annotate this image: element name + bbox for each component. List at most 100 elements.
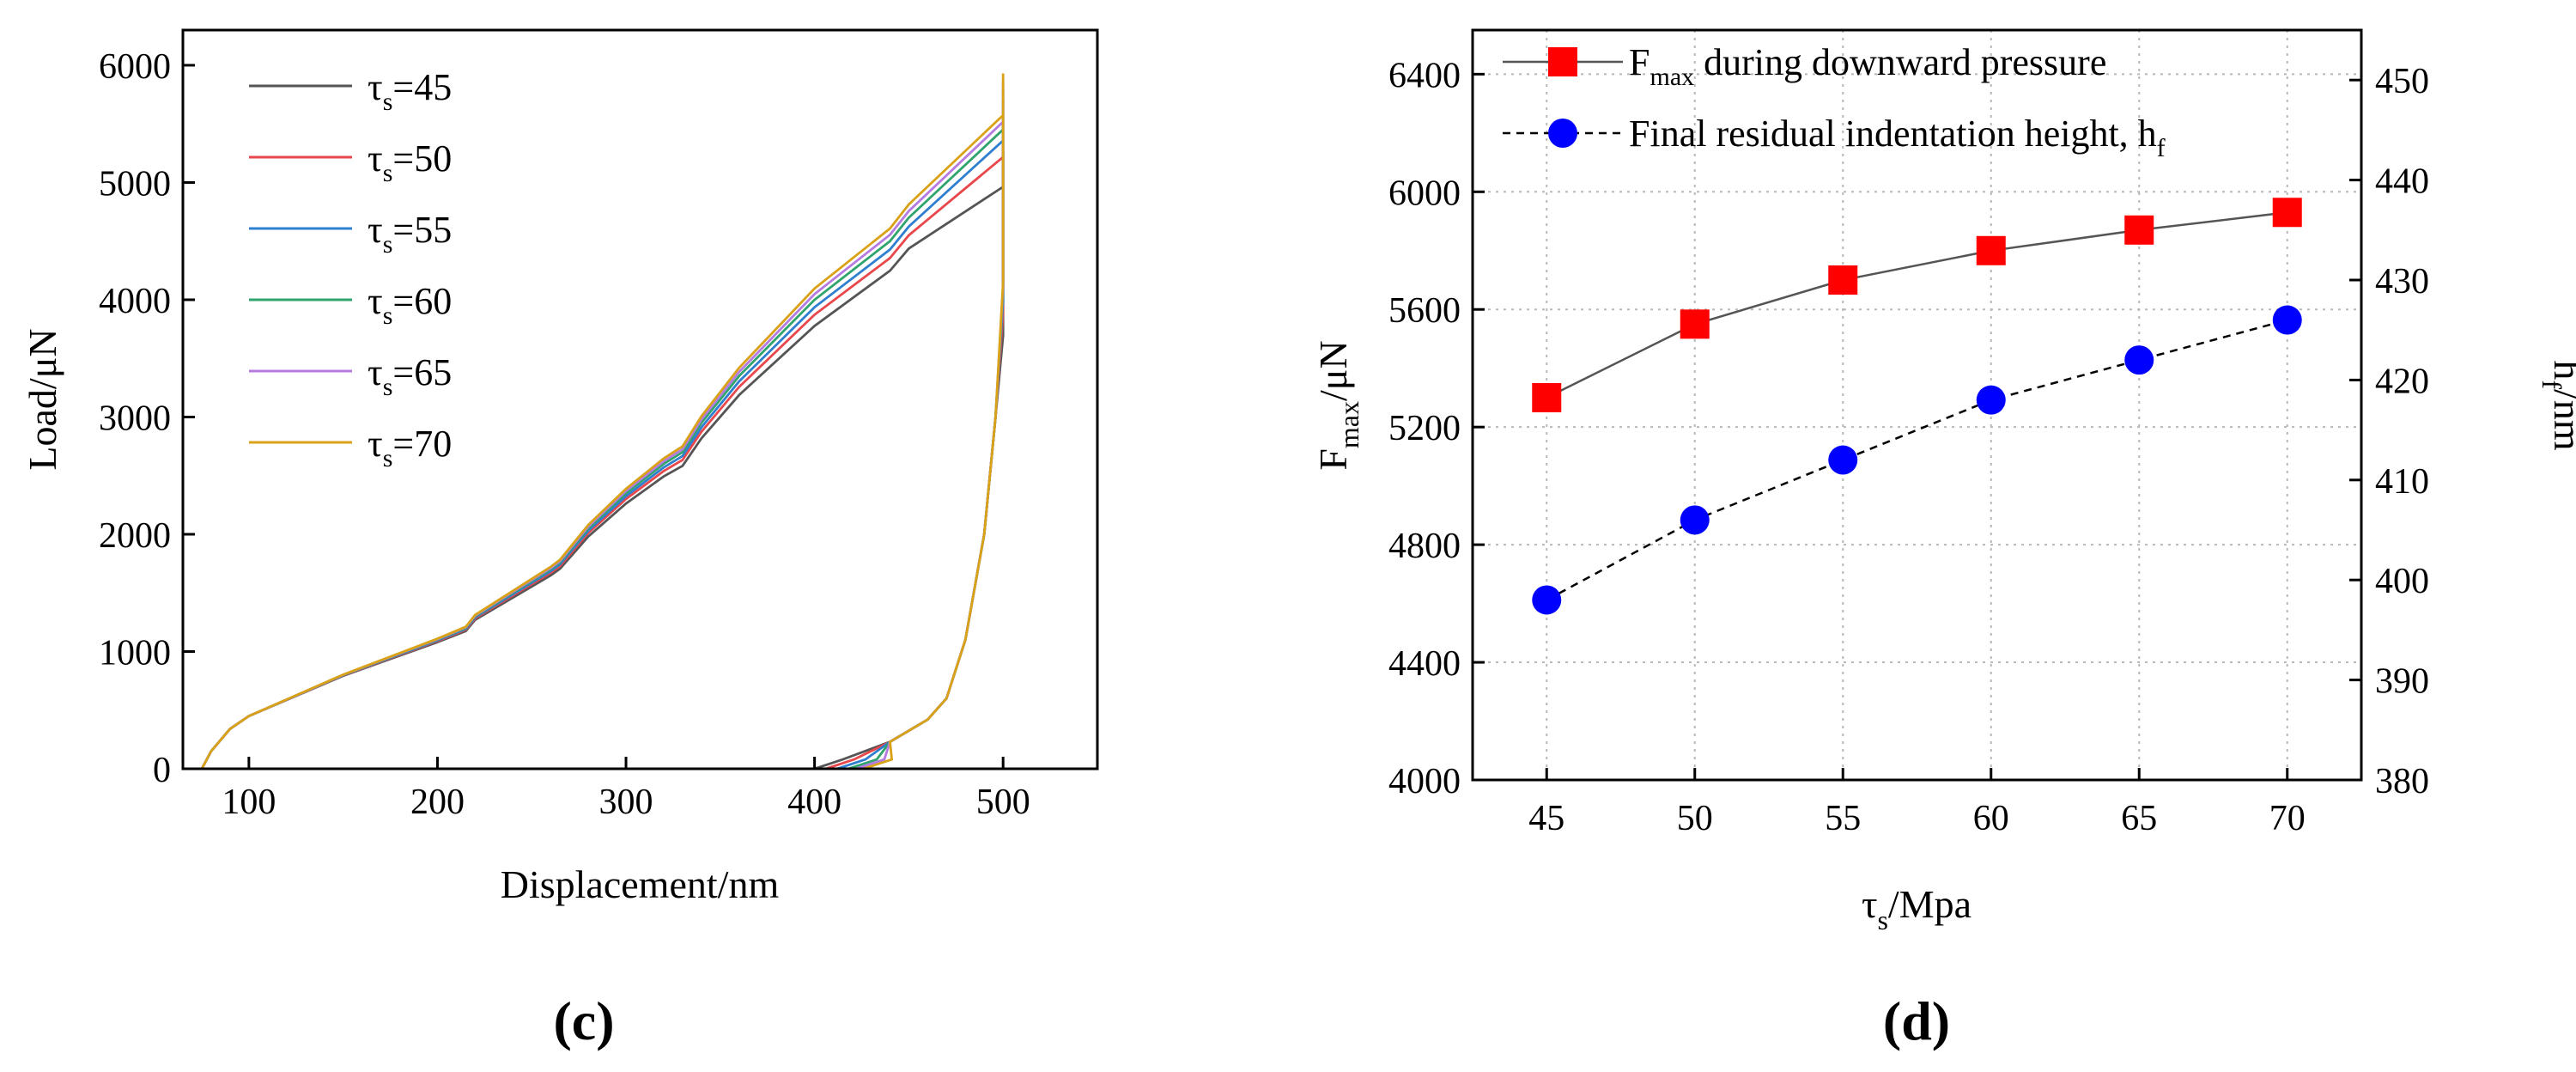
- chart-c-legend-label-sub: s: [383, 159, 393, 187]
- chart-d-legend-fmax-rest: during downward pressure: [1694, 41, 2106, 83]
- chart-c-panel-label: (c): [553, 990, 614, 1051]
- chart-c-y-tick-label: 3000: [99, 399, 171, 438]
- chart-d-x-axis: 45 50 55 60 65 70: [1528, 768, 2306, 838]
- chart-c-y-tick-label: 2000: [99, 516, 171, 556]
- chart-d-legend-marker-hf: [1548, 119, 1577, 148]
- chart-c-legend-label-main: τ: [368, 137, 383, 180]
- chart-d-legend-label-hf: Final residual indentation height, hf: [1629, 113, 2166, 162]
- chart-d-left-y-tick-label: 4000: [1388, 762, 1461, 801]
- chart-d-legend: Fmax during downward pressure Final resi…: [1503, 41, 2166, 162]
- chart-c-legend-label-rest: =65: [392, 351, 452, 393]
- chart-c-legend-label-5: τs=65: [368, 351, 452, 401]
- chart-c-series-line-5: [200, 80, 1005, 770]
- chart-d-x-axis-label: τs/Mpa: [1862, 882, 1971, 935]
- chart-d-left-y-tick-label: 5600: [1388, 291, 1461, 331]
- chart-c-series-line-6: [200, 73, 1005, 770]
- chart-c-legend-label-sub: s: [383, 230, 393, 259]
- chart-d-right-y-tick-label: 390: [2375, 662, 2429, 702]
- chart-c-series-line-4: [200, 88, 1005, 770]
- chart-d-legend-marker-fmax: [1548, 47, 1577, 76]
- chart-c-series-group: [200, 73, 1005, 770]
- chart-d-hf-point: [1680, 505, 1710, 535]
- chart-c-legend-label-main: τ: [368, 66, 383, 108]
- chart-d-right-y-tick-label: 420: [2375, 362, 2429, 401]
- chart-d-left-y-axis-label: Fmax/μN: [1311, 340, 1364, 470]
- chart-d: 45 50 55 60 65 70 4000 4400 4800 5200 5600 6000 640…: [1311, 28, 2576, 1051]
- chart-c-legend-label-sub: s: [383, 444, 393, 472]
- chart-c-series-line-3: [200, 100, 1005, 770]
- chart-d-hf-point: [1532, 585, 1562, 615]
- chart-d-legend-hf-sub: f: [2157, 134, 2166, 162]
- chart-d-panel-label: (d): [1883, 990, 1950, 1051]
- chart-d-x-tick-label: 55: [1825, 799, 1861, 838]
- chart-d-hf-point: [1828, 445, 1858, 475]
- chart-d-hf-point: [2272, 305, 2302, 335]
- chart-c-x-tick-label: 200: [410, 783, 465, 822]
- chart-c-x-tick-label: 400: [787, 783, 841, 822]
- chart-d-right-y-axis-label-main: h: [2546, 360, 2576, 380]
- chart-d-x-tick-label: 65: [2121, 799, 2157, 838]
- chart-c-y-tick-label: 0: [153, 751, 171, 790]
- chart-d-series-line-1: [1546, 211, 2287, 399]
- chart-c-x-tick-label: 500: [976, 783, 1030, 822]
- chart-c-y-tick-label: 5000: [99, 164, 171, 204]
- chart-d-right-y-tick-label: 450: [2375, 62, 2429, 101]
- chart-d-right-y-tick-label: 430: [2375, 262, 2429, 302]
- chart-d-right-y-axis-label: hf/nm: [2537, 360, 2576, 450]
- chart-c-legend-label-rest: =50: [392, 137, 452, 180]
- chart-d-x-axis-label-sub: s: [1877, 904, 1887, 935]
- chart-d-left-y-tick-label: 4800: [1388, 527, 1461, 566]
- chart-c-legend-label-rest: =55: [392, 209, 452, 251]
- chart-c-legend-label-2: τs=50: [368, 137, 452, 187]
- chart-d-plot-frame: [1471, 28, 2363, 782]
- chart-d-x-axis-label-rest: /Mpa: [1888, 882, 1971, 926]
- chart-d-x-tick-label: 70: [2269, 799, 2306, 838]
- chart-d-series-group: [1532, 198, 2302, 615]
- chart-d-right-y-axis: 380 390 400 410 420 430 440 450: [2349, 62, 2429, 801]
- chart-c-x-axis-label: Displacement/nm: [501, 862, 780, 906]
- chart-d-right-y-tick-label: 400: [2375, 562, 2429, 601]
- chart-c-legend-label-sub: s: [383, 373, 393, 401]
- chart-d-legend-label-fmax: Fmax during downward pressure: [1629, 41, 2106, 91]
- chart-d-right-y-tick-label: 380: [2375, 762, 2429, 801]
- chart-d-fmax-point: [1976, 235, 2006, 265]
- chart-c-y-axis: 0 1000 2000 3000 4000 5000 6000: [99, 47, 195, 790]
- chart-d-series-line-2: [1546, 319, 2288, 601]
- chart-c-series-line-1: [200, 149, 1005, 770]
- chart-c-y-tick-label: 1000: [99, 633, 171, 673]
- chart-d-fmax-point: [1680, 309, 1710, 339]
- chart-d-left-y-tick-label: 6000: [1388, 174, 1461, 213]
- chart-c-legend-label-rest: =70: [392, 423, 452, 465]
- chart-c: 100 200 300 400 500 0 1000 2000 3000 4000 5000 600…: [21, 28, 1099, 1051]
- chart-c-plot-frame: [181, 28, 1099, 770]
- chart-c-legend-label-main: τ: [368, 351, 383, 393]
- chart-d-x-tick-label: 50: [1677, 799, 1713, 838]
- chart-d-left-y-axis-label-rest: /μN: [1311, 340, 1355, 401]
- chart-d-legend-fmax-sub: max: [1649, 63, 1694, 91]
- chart-d-x-tick-label: 45: [1528, 799, 1564, 838]
- chart-d-right-y-axis-label-rest: /nm: [2546, 389, 2576, 451]
- chart-d-fmax-point: [2124, 215, 2154, 245]
- chart-c-legend-label-main: τ: [368, 423, 383, 465]
- chart-c-legend-label-main: τ: [368, 280, 383, 322]
- chart-d-left-y-axis-label-main: F: [1311, 448, 1355, 471]
- chart-c-legend-label-1: τs=45: [368, 66, 452, 116]
- chart-d-grid: [1473, 30, 2361, 780]
- chart-d-left-y-axis: 4000 4400 4800 5200 5600 6000 6400: [1388, 56, 1485, 801]
- chart-c-legend-label-sub: s: [383, 88, 393, 116]
- chart-c-y-tick-label: 6000: [99, 47, 171, 87]
- chart-d-fmax-point: [1828, 265, 1858, 295]
- chart-d-hf-point: [2124, 345, 2154, 375]
- chart-c-x-axis: 100 200 300 400 500: [222, 757, 1030, 822]
- chart-d-left-y-tick-label: 6400: [1388, 56, 1461, 95]
- chart-c-x-tick-label: 100: [222, 783, 276, 822]
- chart-d-x-axis-label-main: τ: [1862, 882, 1878, 926]
- chart-c-legend-label-4: τs=60: [368, 280, 452, 330]
- chart-c-legend-label-3: τs=55: [368, 209, 452, 259]
- chart-d-hf-point: [1976, 385, 2006, 415]
- chart-d-fmax-point: [2272, 198, 2302, 228]
- chart-d-left-y-tick-label: 5200: [1388, 409, 1461, 448]
- chart-d-right-y-tick-label: 440: [2375, 162, 2429, 202]
